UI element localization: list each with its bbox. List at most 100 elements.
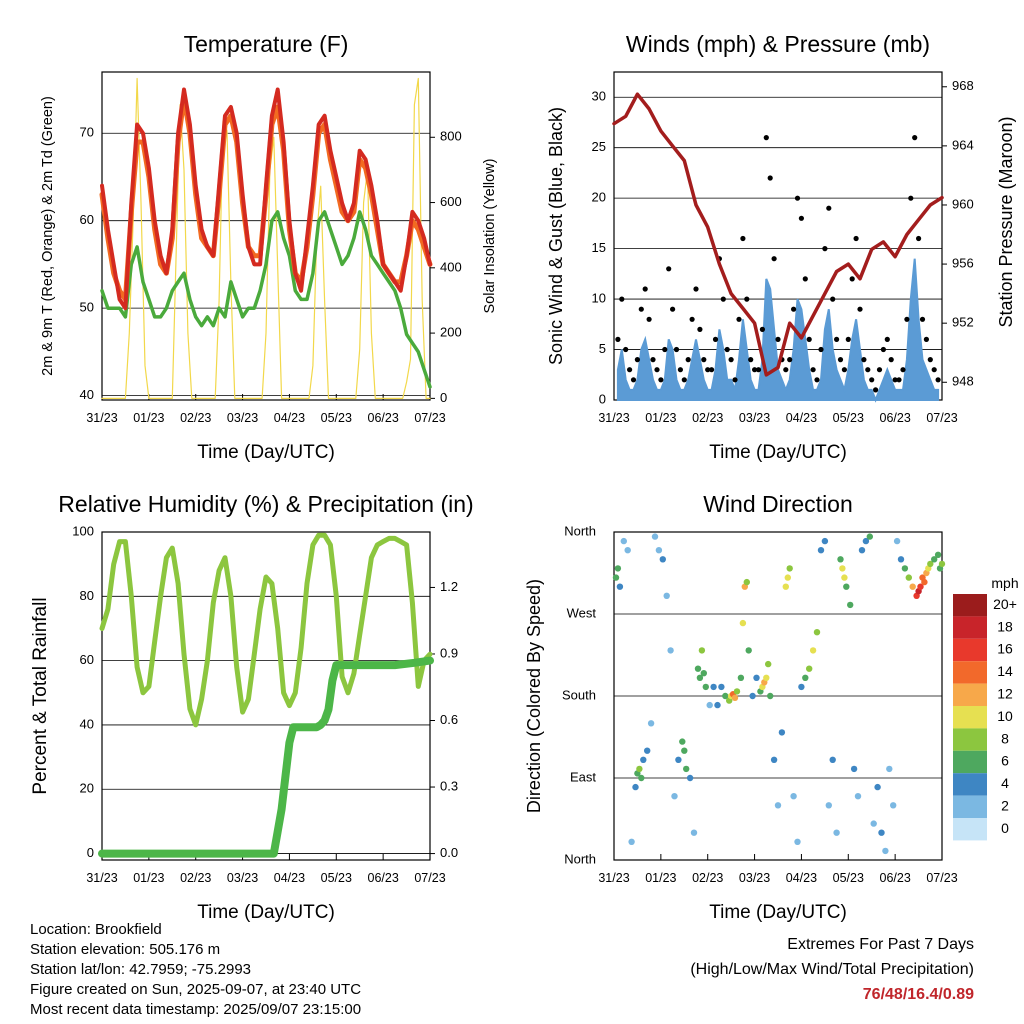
direction-point — [843, 583, 850, 590]
direction-point — [663, 592, 670, 599]
direction-point — [798, 683, 805, 691]
gust-point — [873, 387, 879, 393]
direction-point — [927, 560, 934, 568]
humidity-ytick-label: 20 — [80, 781, 94, 796]
winds-xtick-label: 05/23 — [833, 411, 864, 425]
legend-label: 10 — [997, 708, 1013, 724]
humidity-y2tick-label: 0.3 — [440, 778, 458, 793]
extremes-title: Extremes For Past 7 Days — [787, 936, 974, 953]
direction-point — [714, 701, 721, 709]
direction-point — [636, 765, 643, 773]
direction-point — [850, 765, 858, 773]
gust-point — [627, 367, 633, 373]
direction-point — [874, 783, 881, 791]
humidity-title: Relative Humidity (%) & Precipitation (i… — [58, 491, 473, 517]
winds-ytick-label: 20 — [592, 190, 606, 205]
gust-point — [642, 286, 648, 292]
direction-point — [782, 583, 789, 590]
gust-point — [728, 357, 734, 363]
winds-xtick-label: 04/23 — [786, 411, 817, 425]
direction-xtick-label: 02/23 — [692, 871, 723, 885]
temperature-xtick-label: 04/23 — [274, 411, 305, 425]
gust-point — [826, 205, 832, 211]
direction-point — [806, 665, 813, 672]
gust-point — [630, 377, 637, 383]
temperature-y2tick-label: 0 — [440, 390, 447, 405]
winds-xlabel: Time (Day/UTC) — [709, 442, 847, 463]
direction-point — [710, 683, 717, 691]
gust-point — [705, 367, 711, 373]
direction-xtick-label: 05/23 — [833, 871, 864, 885]
temperature-plot-frame — [101, 71, 431, 401]
humidity-xtick-label: 02/23 — [180, 871, 211, 885]
wind-series — [616, 258, 940, 403]
gust-point — [935, 377, 941, 383]
humidity-xtick-label: 06/23 — [368, 871, 399, 885]
legend-swatch — [953, 706, 987, 729]
gust-point — [681, 377, 687, 383]
winds-y2tick-label: 956 — [952, 256, 974, 271]
extremes-subtitle: (High/Low/Max Wind/Total Precipitation) — [690, 961, 974, 978]
gust-point — [748, 357, 754, 363]
temperature-xtick-label: 05/23 — [321, 411, 352, 425]
legend-title: mph — [991, 575, 1018, 591]
gust-point — [638, 306, 644, 312]
gust-point — [853, 235, 859, 242]
direction-point — [802, 674, 809, 681]
gust-point — [732, 377, 738, 383]
direction-xtick-label: 04/23 — [786, 871, 817, 885]
gust-point — [888, 357, 894, 363]
gust-point — [876, 367, 883, 373]
direction-point — [905, 574, 912, 581]
direction-point — [675, 756, 682, 763]
direction-point — [739, 619, 747, 627]
direction-point — [886, 765, 893, 773]
direction-point — [817, 547, 825, 554]
winds-y2tick-label: 968 — [952, 78, 974, 93]
direction-point — [774, 802, 782, 809]
gust-point — [837, 357, 844, 363]
temperature-xtick-label: 03/23 — [227, 411, 258, 425]
gust-point — [755, 367, 762, 373]
direction-point — [854, 793, 862, 800]
gust-point — [666, 266, 672, 272]
direction-point — [624, 547, 631, 554]
direction-point — [763, 674, 770, 681]
winds-y2tick-label: 952 — [952, 315, 974, 330]
gust-point — [900, 367, 906, 373]
gust-point — [857, 306, 863, 312]
direction-point — [718, 683, 725, 691]
direction-point — [638, 774, 645, 782]
direction-point — [686, 774, 694, 782]
gust-point — [619, 296, 625, 302]
winds-ytick-label: 5 — [599, 341, 606, 356]
direction-point — [921, 578, 928, 586]
direction-point — [640, 756, 647, 763]
legend-swatch — [953, 616, 987, 639]
gust-point — [931, 367, 937, 373]
winds-xtick-label: 06/23 — [880, 411, 911, 425]
gust-point — [771, 256, 777, 262]
legend-swatch — [953, 818, 987, 841]
direction-ytick-label: North — [564, 851, 596, 866]
legend-swatch — [953, 638, 987, 662]
gust-point — [814, 377, 820, 383]
winds-y2tick-label: 960 — [952, 196, 974, 211]
temperature-y2tick-label: 400 — [440, 259, 462, 274]
gust-point — [712, 336, 719, 342]
gust-point — [818, 346, 824, 353]
legend-label: 2 — [1001, 798, 1009, 814]
direction-point — [866, 533, 873, 540]
gust-point — [865, 367, 871, 373]
gust-point — [662, 346, 668, 353]
winds-ytick-label: 15 — [592, 240, 606, 255]
legend-label: 4 — [1001, 775, 1009, 791]
direction-point — [616, 583, 624, 590]
direction-point — [696, 674, 704, 681]
station-location: Location: Brookfield — [30, 921, 162, 938]
gust-point — [880, 346, 887, 353]
direction-point — [683, 765, 690, 773]
winds-ylabel: Sonic Wind & Gust (Blue, Black) — [546, 107, 566, 365]
direction-point — [694, 665, 702, 672]
direction-point — [786, 565, 793, 572]
